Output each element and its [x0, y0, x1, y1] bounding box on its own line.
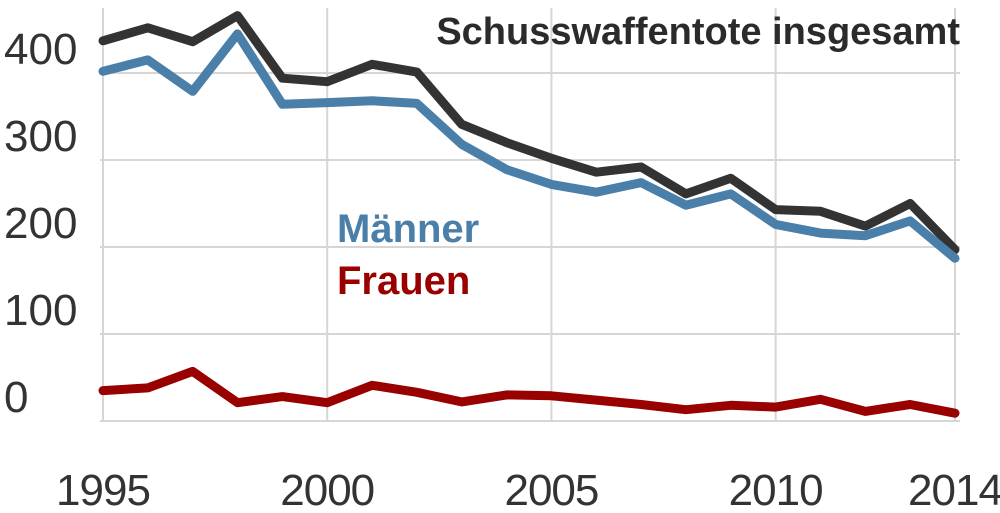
x-tick-label: 2010: [729, 466, 823, 513]
series-line-frauen: [98, 366, 960, 418]
gridlines: [100, 8, 960, 422]
x-tick-label: 2014: [908, 466, 1000, 513]
y-axis-labels: 400 300 200 100 0: [4, 25, 77, 422]
series-line-maenner: [98, 29, 960, 263]
x-axis-labels: 1995 2000 2005 2010 2014: [56, 466, 1000, 513]
x-tick-label: 2000: [280, 466, 374, 513]
y-tick-label: 300: [4, 112, 77, 161]
y-tick-label: 400: [4, 25, 77, 74]
x-tick-label: 2005: [504, 466, 598, 513]
series-line-insgesamt: [98, 11, 960, 255]
chart-title: Schusswaffentote insgesamt: [436, 11, 960, 53]
legend-label-maenner: Männer: [337, 207, 479, 251]
y-tick-label: 100: [4, 286, 77, 335]
y-tick-label: 200: [4, 199, 77, 248]
series-lines: [98, 11, 960, 418]
x-tick-label: 1995: [56, 466, 150, 513]
legend-label-frauen: Frauen: [337, 259, 470, 303]
y-tick-label: 0: [4, 373, 28, 422]
